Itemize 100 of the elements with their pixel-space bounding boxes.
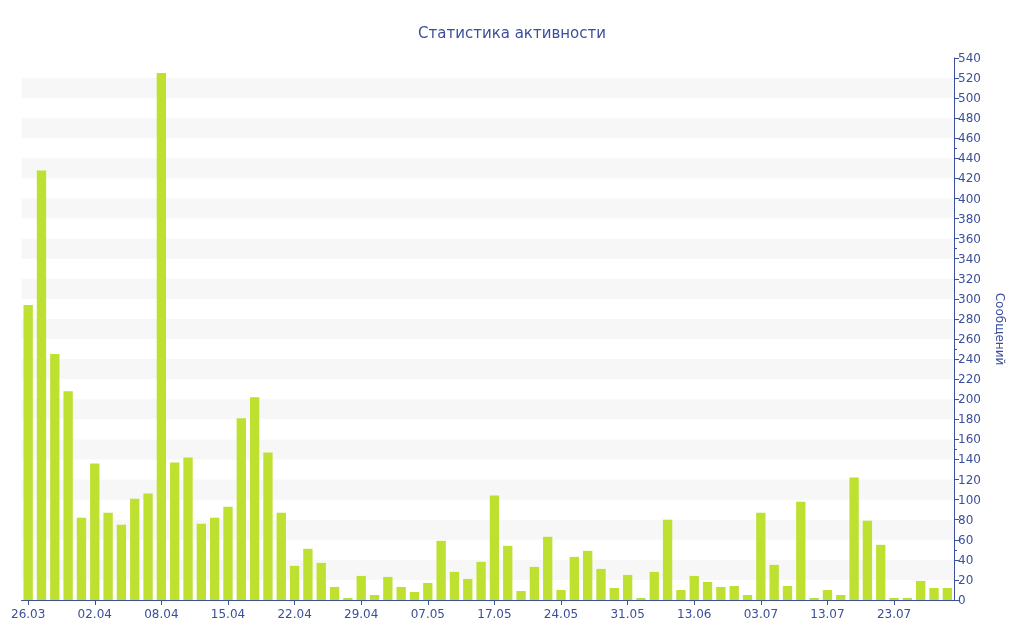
bar (263, 452, 273, 600)
bar (622, 574, 633, 600)
bar (809, 597, 819, 600)
bar (223, 506, 233, 600)
bar (503, 545, 513, 600)
x-tick-label: 22.04 (277, 607, 312, 621)
bar (36, 170, 47, 600)
bar (796, 501, 806, 600)
y2-tick-label: 20 (958, 572, 974, 587)
bar (822, 589, 833, 600)
bar (103, 512, 113, 600)
bar (849, 477, 859, 600)
y2-tick-label: 380 (958, 211, 981, 226)
y2-tick-label: 0 (958, 593, 966, 607)
bar (569, 556, 579, 600)
bar (929, 587, 939, 600)
bar (636, 597, 646, 600)
x-tick-label: 07.05 (410, 607, 445, 621)
bar (343, 597, 353, 600)
x-tick-label: 13.07 (810, 607, 845, 621)
bar (130, 498, 140, 600)
y2-tick-label: 440 (958, 151, 981, 166)
y2-tick-label: 300 (958, 291, 981, 306)
bar (303, 548, 313, 600)
x-tick-label: 23.07 (876, 607, 912, 621)
bar (50, 354, 60, 600)
y2-tick-label: 180 (958, 412, 981, 427)
bar (649, 571, 659, 600)
bar (769, 564, 779, 600)
x-tick-label: 31.05 (610, 607, 645, 621)
x-tick-label: 13.06 (677, 607, 712, 621)
x-tick-label: 03.07 (743, 607, 779, 621)
bar (236, 418, 246, 600)
bar (463, 578, 473, 600)
bar (836, 594, 846, 600)
x-tick-label: 08.04 (144, 607, 179, 621)
bar (756, 512, 766, 600)
bar (449, 571, 460, 600)
y2-tick-label: 520 (958, 71, 981, 86)
y2-tick-label: 200 (958, 392, 981, 407)
bar (316, 562, 326, 600)
x-tick-label: 02.04 (77, 607, 112, 621)
bar (876, 544, 886, 600)
bar (516, 590, 526, 600)
bar (702, 581, 713, 600)
bar (476, 561, 486, 600)
bar (276, 512, 286, 600)
bar (423, 582, 433, 600)
y2-tick-label: 220 (958, 372, 981, 387)
bar (409, 591, 420, 600)
y2-tick-label: 60 (958, 532, 974, 547)
bar (396, 586, 406, 600)
bar (369, 594, 380, 600)
y2-tick-label: 160 (958, 432, 981, 447)
bar (156, 73, 167, 600)
y2-tick-label: 400 (958, 191, 981, 206)
y2-tick-label: 320 (958, 271, 981, 286)
bar (782, 585, 793, 600)
bar (170, 462, 180, 600)
bar (116, 524, 127, 600)
x-tick-label: 29.04 (344, 607, 379, 621)
x-tick-label: 24.05 (543, 607, 579, 621)
y2-tick-label: 40 (958, 552, 974, 567)
y2-axis-title: Сообщений (993, 292, 1007, 366)
y2-tick-label: 360 (958, 231, 981, 246)
y2-tick-label: 420 (958, 171, 981, 186)
bar (489, 495, 500, 600)
x-tick-label: 15.04 (210, 607, 246, 621)
bar (862, 520, 873, 600)
x-tick-label: 17.05 (477, 607, 512, 621)
y2-tick-label: 500 (958, 91, 981, 106)
bar (356, 575, 366, 600)
bar (143, 493, 153, 600)
bar (942, 587, 952, 600)
bar (902, 597, 913, 600)
bar (210, 517, 220, 600)
bar (76, 517, 87, 600)
bar (596, 568, 606, 600)
bar (196, 523, 207, 600)
y2-tick-label: 140 (958, 452, 981, 467)
bar (289, 565, 300, 600)
bar (889, 597, 899, 600)
y2-tick-label: 480 (958, 111, 981, 126)
bar (676, 589, 686, 600)
bar (689, 575, 699, 600)
bar (329, 586, 340, 600)
bar (436, 540, 446, 600)
y2-tick-label: 80 (958, 512, 974, 527)
bar (742, 594, 753, 600)
y2-tick-label: 540 (958, 51, 981, 65)
y2-tick-label: 340 (958, 251, 981, 266)
bar (609, 587, 619, 600)
bar (543, 536, 553, 600)
bar (249, 397, 260, 600)
bar (183, 457, 193, 600)
bar (729, 585, 739, 600)
y2-tick-label: 240 (958, 352, 981, 367)
y2-tick-label: 260 (958, 332, 981, 347)
bar (23, 304, 33, 600)
bar (383, 576, 393, 600)
